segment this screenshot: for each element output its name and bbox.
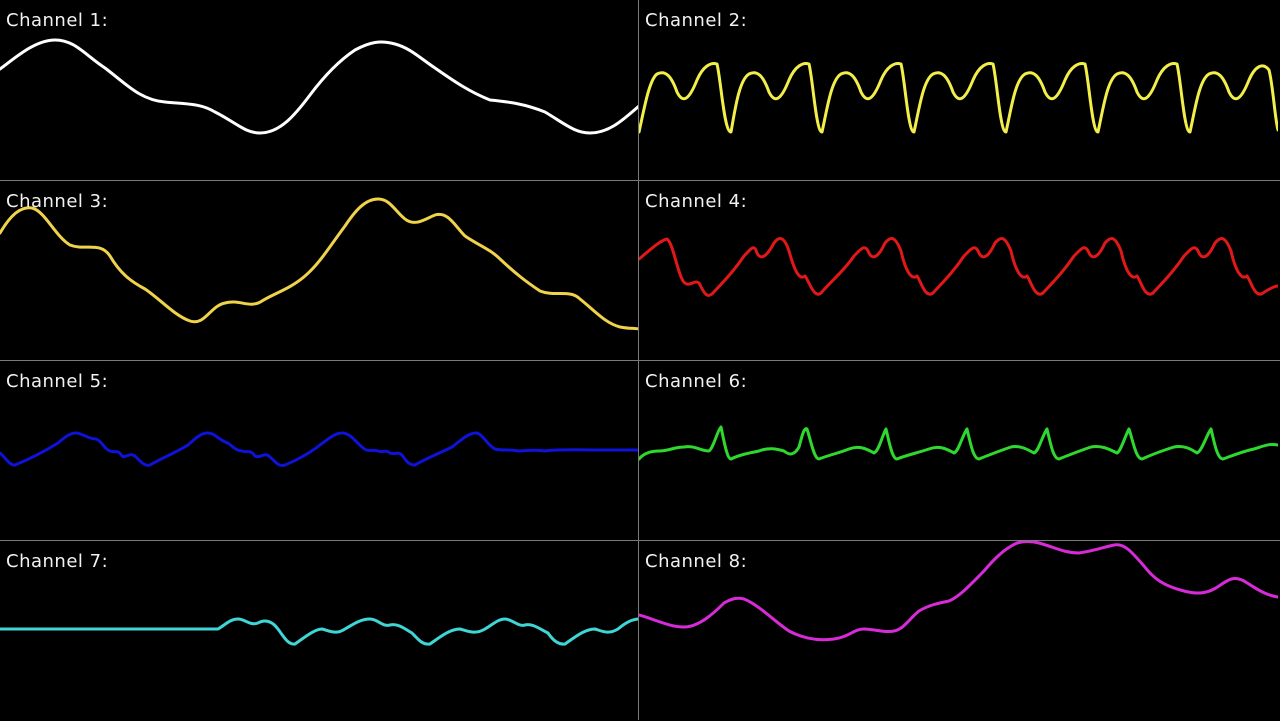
horizontal-divider-1	[0, 180, 1280, 181]
channel-6-waveform	[639, 425, 1278, 461]
channel-2-label: Channel 2:	[645, 10, 748, 31]
channel-8-panel: Channel 8:	[639, 541, 1278, 721]
channel-3-trace	[0, 197, 639, 331]
horizontal-divider-3	[0, 540, 1280, 541]
channel-7-trace	[0, 617, 639, 646]
channel-4-label: Channel 4:	[645, 191, 748, 212]
horizontal-divider-2	[0, 360, 1280, 361]
channel-4-panel: Channel 4:	[639, 181, 1278, 361]
channel-5-label: Channel 5:	[6, 371, 109, 392]
channel-5-waveform	[0, 431, 639, 467]
channel-4-trace	[639, 237, 1278, 297]
channel-6-trace	[639, 425, 1278, 461]
channel-8-trace	[639, 541, 1278, 642]
channel-7-panel: Channel 7:	[0, 541, 639, 721]
channel-2-waveform	[639, 62, 1278, 134]
channel-8-waveform	[639, 541, 1278, 642]
channel-5-trace	[0, 431, 639, 467]
channel-1-panel: Channel 1:	[0, 0, 639, 180]
channel-1-waveform	[0, 38, 639, 135]
channel-3-label: Channel 3:	[6, 191, 109, 212]
channel-6-panel: Channel 6:	[639, 361, 1278, 541]
channel-3-waveform	[0, 197, 639, 331]
channel-5-panel: Channel 5:	[0, 361, 639, 541]
channel-2-panel: Channel 2:	[639, 0, 1278, 180]
channel-1-label: Channel 1:	[6, 10, 109, 31]
channel-1-trace	[0, 38, 639, 135]
channel-8-label: Channel 8:	[645, 551, 748, 572]
channel-3-panel: Channel 3:	[0, 181, 639, 361]
channel-7-waveform	[0, 617, 639, 646]
channel-7-label: Channel 7:	[6, 551, 109, 572]
channel-6-label: Channel 6:	[645, 371, 748, 392]
channel-2-trace	[639, 62, 1278, 134]
channel-4-waveform	[639, 237, 1278, 297]
